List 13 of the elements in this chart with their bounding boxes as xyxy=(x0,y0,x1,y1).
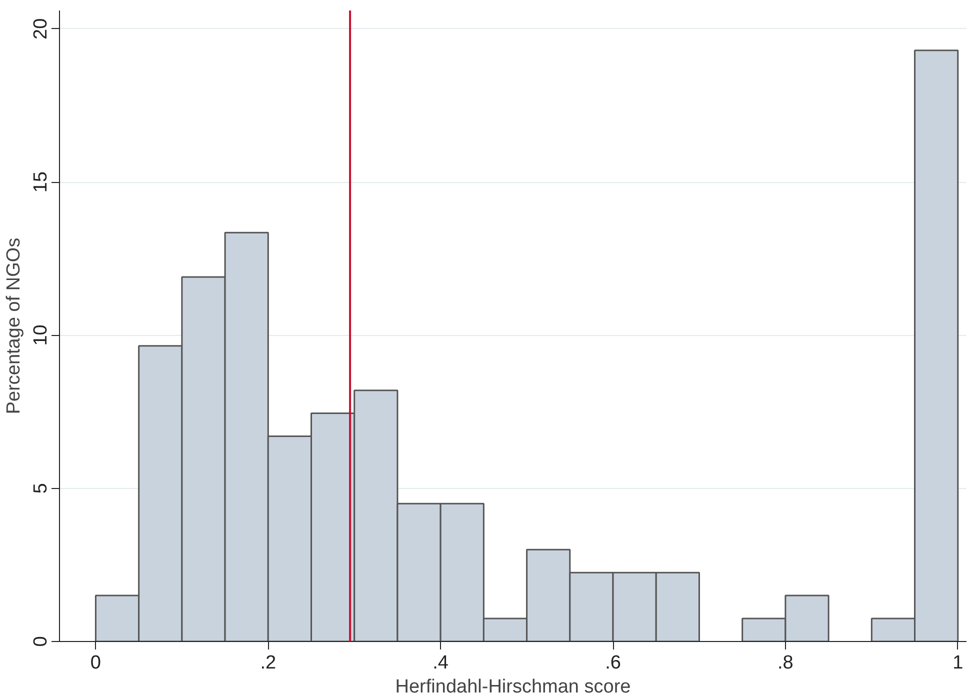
x-tick-label: 1 xyxy=(952,652,964,674)
x-tick-label: 0 xyxy=(90,652,102,674)
x-tick-label: .6 xyxy=(605,652,621,674)
y-tick-label: 5 xyxy=(30,483,52,494)
y-tick-label: 20 xyxy=(30,18,52,40)
x-tick-label: .8 xyxy=(778,652,794,674)
y-axis-title: Percentage of NGOs xyxy=(4,238,24,414)
x-tick-label: .4 xyxy=(432,652,449,674)
y-tick-label: 15 xyxy=(30,171,52,193)
x-axis-title: Herfindahl-Hirschman score xyxy=(395,676,631,698)
x-tick-label: .2 xyxy=(260,652,276,674)
y-tick-label: 0 xyxy=(30,636,52,647)
y-tick-label: 10 xyxy=(30,324,52,346)
